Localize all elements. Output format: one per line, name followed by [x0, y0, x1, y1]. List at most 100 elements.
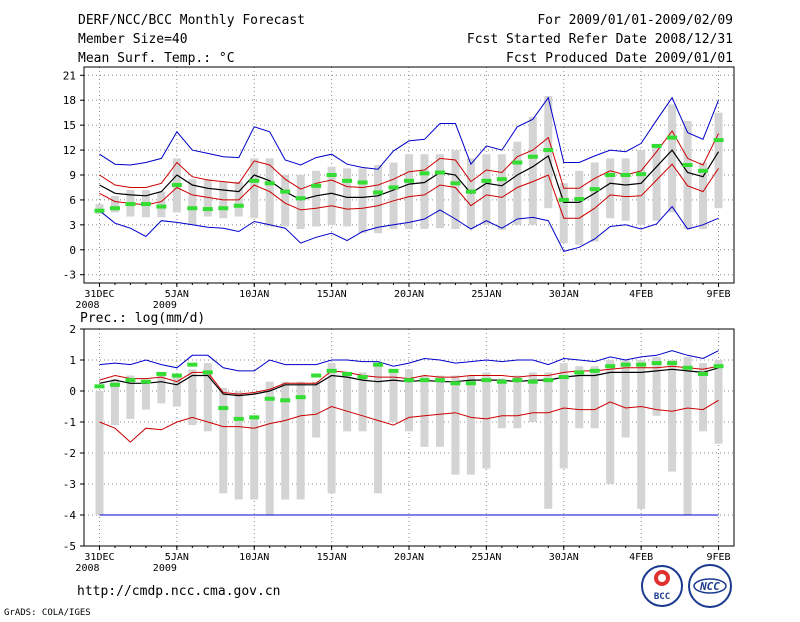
ensemble-bar: [389, 372, 398, 422]
ensemble-bar: [606, 158, 615, 219]
x-tick-label: 20JAN: [394, 289, 424, 300]
observed-mark: [667, 135, 678, 140]
ensemble-bar: [405, 154, 413, 229]
ensemble-bar: [95, 391, 104, 515]
ensemble-bar: [327, 363, 336, 494]
observed-mark: [527, 154, 538, 159]
ensemble-bar: [157, 191, 166, 218]
ensemble-bar: [482, 154, 491, 225]
y-tick-label: 15: [63, 119, 76, 132]
series-line-lower: [99, 399, 719, 443]
temperature-y-axis: -3 0 3 6 9 12 15 18 21: [63, 69, 84, 282]
ensemble-bar: [358, 168, 367, 234]
y-tick-label: 6: [69, 194, 76, 207]
observed-mark: [311, 183, 322, 188]
ensemble-bar: [281, 175, 290, 227]
ensemble-bar: [652, 356, 661, 416]
y-tick-label: 21: [63, 69, 76, 82]
x-tick-label: 15JAN: [317, 552, 347, 563]
series-line-lower: [99, 163, 719, 219]
ensemble-bar: [637, 360, 646, 509]
ensemble-bar: [435, 154, 444, 229]
observed-mark: [326, 173, 337, 177]
observed-mark: [419, 171, 430, 176]
observed-mark: [450, 381, 461, 386]
observed-mark: [94, 208, 105, 213]
x-tick-label: 4FEB: [629, 289, 653, 300]
x-tick-label: 15JAN: [317, 289, 347, 300]
observed-mark: [373, 362, 384, 367]
observed-mark: [450, 181, 461, 186]
precipitation-y-axis: -5 -4 -3 -2 -1 0 1 2: [63, 323, 84, 553]
observed-mark: [233, 416, 244, 421]
observed-mark: [651, 143, 662, 148]
ensemble-bar: [358, 372, 367, 432]
observed-mark: [156, 204, 167, 209]
header-start-date: Fcst Started Refer Date 2008/12/31: [467, 32, 733, 47]
observed-mark: [171, 182, 182, 187]
ensemble-bar: [559, 363, 568, 469]
ensemble-bar: [296, 381, 305, 500]
ensemble-bar: [188, 179, 197, 225]
observed-mark: [326, 368, 337, 373]
x-tick-label: 30JAN: [549, 552, 579, 563]
observed-mark: [357, 180, 368, 185]
y-tick-label: -5: [63, 540, 76, 553]
ensemble-bar: [234, 181, 243, 217]
ncc-logo-orbit: [693, 578, 727, 594]
ensemble-bar: [528, 372, 537, 422]
ensemble-bar: [559, 183, 568, 244]
observed-mark: [620, 173, 631, 177]
x-tick-label: 9FEB: [706, 289, 730, 300]
header-variable: Mean Surf. Temp.: °C: [78, 51, 235, 66]
observed-mark: [496, 379, 507, 384]
observed-mark: [465, 189, 476, 194]
x-tick-label: 31DEC: [84, 552, 114, 563]
precipitation-ensemble-bars: [95, 356, 723, 515]
observed-mark: [140, 379, 151, 384]
ensemble-bar: [652, 145, 661, 221]
ensemble-bar: [668, 360, 677, 472]
ensemble-bar: [420, 154, 429, 229]
ensemble-bar: [389, 162, 398, 229]
ensemble-bar: [513, 375, 522, 429]
observed-mark: [125, 202, 136, 207]
observed-mark: [558, 197, 569, 202]
y-tick-label: -3: [63, 478, 76, 491]
x-tick-label: 10JAN: [239, 552, 269, 563]
series-line-upper: [99, 130, 719, 190]
observed-mark: [109, 382, 120, 387]
observed-mark: [295, 196, 306, 201]
observed-mark: [280, 189, 291, 194]
observed-mark: [667, 361, 678, 366]
ensemble-bar: [281, 381, 290, 500]
observed-mark: [373, 190, 384, 195]
ensemble-bar: [110, 378, 119, 426]
observed-mark: [342, 178, 353, 183]
observed-mark: [605, 364, 616, 369]
observed-mark: [388, 185, 399, 190]
ensemble-bar: [234, 391, 243, 500]
observed-mark: [698, 371, 709, 376]
observed-mark: [404, 178, 414, 183]
observed-mark: [357, 375, 368, 380]
observed-mark: [527, 379, 538, 384]
ensemble-bar: [126, 375, 135, 419]
y-tick-label: -3: [63, 269, 76, 282]
ensemble-bar: [451, 375, 460, 475]
ensemble-bar: [668, 104, 677, 213]
ensemble-bar: [157, 375, 166, 404]
y-tick-label: 2: [69, 323, 76, 336]
ncc-logo: NCC: [688, 564, 732, 608]
observed-mark: [481, 178, 492, 183]
ensemble-bar: [621, 158, 630, 221]
ensemble-bar: [683, 356, 692, 515]
x-tick-label: 4FEB: [629, 552, 653, 563]
header-period: For 2009/01/01-2009/02/09: [537, 13, 733, 28]
observed-mark: [682, 163, 693, 168]
observed-mark: [512, 160, 523, 165]
ensemble-bar: [482, 372, 491, 469]
observed-mark: [404, 378, 414, 383]
